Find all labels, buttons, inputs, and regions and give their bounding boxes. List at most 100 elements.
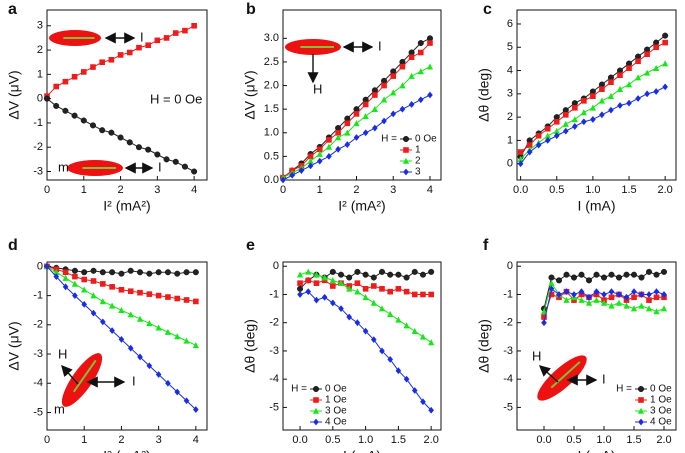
- data-point: [581, 118, 587, 126]
- panel-label: a: [8, 1, 17, 18]
- data-point: [72, 292, 78, 299]
- data-point: [329, 268, 336, 275]
- data-point: [645, 305, 653, 312]
- data-point: [571, 274, 578, 281]
- data-point: [403, 322, 410, 329]
- data-point: [118, 306, 125, 314]
- data-point: [154, 37, 161, 44]
- data-point: [307, 153, 314, 160]
- data-point: [387, 271, 394, 278]
- data-point: [578, 288, 585, 296]
- x-tick-label: 2.0: [424, 434, 439, 446]
- legend-marker: [313, 386, 320, 393]
- data-point: [623, 271, 630, 278]
- y-tick-label: 0: [507, 158, 513, 170]
- data-point: [80, 69, 87, 75]
- data-point: [548, 285, 555, 293]
- data-point: [330, 299, 336, 307]
- data-point: [117, 52, 124, 58]
- annotation: H: [313, 81, 322, 96]
- data-point: [353, 134, 360, 141]
- data-point: [571, 297, 577, 303]
- annotation: I: [132, 373, 136, 388]
- data-point: [362, 293, 369, 301]
- x-axis-title: I (mA): [343, 448, 381, 453]
- data-point: [370, 274, 377, 281]
- x-axis-title: I (mA): [577, 448, 615, 453]
- series-line: [520, 63, 666, 160]
- data-point: [145, 146, 152, 153]
- data-point: [183, 297, 190, 303]
- data-point: [344, 129, 351, 136]
- panel-label: f: [483, 237, 489, 254]
- data-point: [354, 280, 361, 286]
- data-point: [305, 268, 312, 275]
- data-point: [661, 268, 668, 275]
- data-point: [163, 35, 170, 41]
- data-point: [572, 123, 578, 130]
- x-tick-label: 1: [317, 184, 323, 196]
- data-point: [325, 143, 333, 150]
- data-point: [428, 291, 434, 298]
- y-tick-label: -5: [33, 406, 43, 418]
- y-tick-label: -5: [503, 401, 513, 413]
- data-point: [346, 285, 353, 292]
- x-tick-label: 2: [118, 184, 124, 196]
- y-tick-label: -3: [33, 348, 43, 360]
- data-point: [593, 296, 600, 303]
- legend-label: 3 Oe: [325, 406, 347, 417]
- data-point: [109, 269, 116, 276]
- data-point: [390, 110, 397, 118]
- data-point: [62, 283, 69, 291]
- y-tick-label: 3: [507, 88, 513, 100]
- annotation: m: [58, 159, 69, 174]
- data-point: [616, 85, 624, 92]
- y-tick-label: -2: [33, 319, 43, 331]
- data-point: [362, 112, 369, 120]
- data-point: [662, 60, 669, 67]
- data-point: [411, 291, 418, 298]
- data-point: [600, 299, 608, 306]
- data-point: [571, 291, 577, 298]
- data-point: [616, 274, 623, 281]
- annotation: I: [378, 38, 382, 53]
- data-point: [89, 122, 96, 129]
- data-point: [109, 327, 115, 335]
- data-point: [562, 111, 569, 118]
- data-point: [344, 141, 351, 148]
- sample-sketch: [61, 353, 103, 407]
- data-point: [99, 298, 106, 305]
- data-point: [90, 309, 97, 317]
- data-point: [625, 81, 633, 88]
- data-point: [296, 271, 304, 278]
- data-point: [403, 375, 410, 383]
- data-point: [137, 269, 144, 276]
- data-point: [313, 280, 320, 286]
- y-axis-title: Δθ (deg): [476, 319, 492, 373]
- x-tick-label: 0.5: [549, 184, 564, 196]
- data-point: [316, 157, 323, 165]
- data-point: [338, 305, 344, 312]
- data-point: [626, 99, 632, 107]
- legend-label: 4 Oe: [325, 417, 347, 428]
- y-tick-label: -3: [33, 165, 43, 177]
- legend-marker: [403, 135, 410, 142]
- data-point: [660, 305, 668, 312]
- legend-label: 0 Oe: [415, 134, 437, 145]
- data-point: [548, 274, 555, 281]
- data-point: [381, 82, 387, 89]
- data-point: [164, 269, 171, 276]
- data-point: [191, 22, 197, 29]
- data-point: [590, 116, 596, 123]
- sample-sketch: [49, 30, 101, 46]
- data-point: [44, 262, 50, 270]
- legend-marker: [638, 386, 645, 393]
- y-axis-title: ΔV (μV): [6, 70, 22, 119]
- data-point: [411, 268, 418, 275]
- data-point: [372, 92, 378, 98]
- data-point: [316, 146, 323, 153]
- data-point: [53, 268, 60, 276]
- x-tick-label: 0.5: [566, 434, 581, 446]
- data-point: [420, 291, 426, 298]
